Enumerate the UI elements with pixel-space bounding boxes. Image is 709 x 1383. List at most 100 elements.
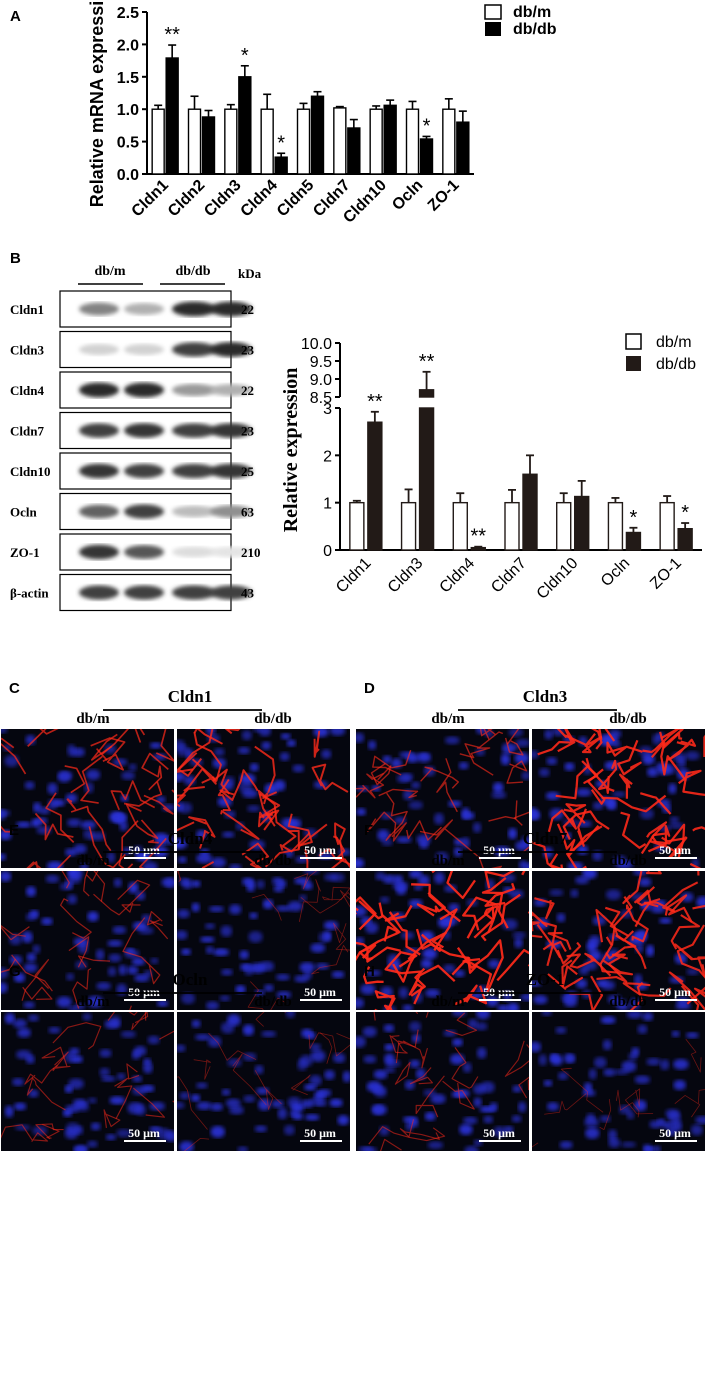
nucleus xyxy=(256,879,265,889)
junction-stain xyxy=(219,769,259,801)
nucleus xyxy=(161,877,174,887)
b-bar-db-m xyxy=(504,501,520,551)
b-y-tick-label-upper: 10.0 xyxy=(301,336,332,353)
legend-b-ctrl-label: db/m xyxy=(656,334,692,351)
nucleus xyxy=(196,853,213,864)
micrograph-panel-e: E Cldn4 db/m db/db 50 μm 50 μm xyxy=(1,822,350,1010)
nucleus xyxy=(95,949,105,961)
nucleus xyxy=(332,1053,346,1063)
b-bar-db-db xyxy=(418,407,435,551)
wb-band xyxy=(172,505,216,518)
nucleus xyxy=(515,738,529,748)
junction-stain xyxy=(52,1051,71,1072)
nucleus xyxy=(142,861,158,868)
nucleus xyxy=(287,1096,302,1109)
nucleus xyxy=(472,822,482,833)
junction-stain xyxy=(257,810,275,828)
b-bar-db-m xyxy=(659,501,675,551)
wb-band xyxy=(124,585,164,600)
nucleus xyxy=(4,1012,15,1024)
nucleus xyxy=(67,871,79,878)
nucleus xyxy=(254,1125,268,1133)
micrograph-panel-h: H ZO-1 db/m db/db 50 μm 50 μm xyxy=(356,963,705,1151)
nucleus xyxy=(28,1089,39,1098)
legend-b-ctrl-swatch xyxy=(625,333,642,350)
nucleus xyxy=(461,837,470,849)
nucleus xyxy=(447,800,462,808)
a-x-tick-label: ZO-1 xyxy=(425,177,463,215)
b-bar-db-db xyxy=(677,528,693,551)
junction-stain xyxy=(356,896,377,931)
nucleus xyxy=(84,781,94,794)
a-y-tick-label: 0.5 xyxy=(117,135,139,152)
wb-row-kda: 23 xyxy=(241,343,255,358)
nucleus xyxy=(105,1134,117,1141)
scale-bar-label: 50 μm xyxy=(483,1126,515,1140)
legend-a-diab-swatch xyxy=(485,22,501,36)
nucleus xyxy=(69,1047,80,1057)
nucleus xyxy=(87,911,99,922)
a-y-tick-label: 2.5 xyxy=(117,5,139,22)
nucleus xyxy=(602,1039,612,1051)
chart-a: 0.0 0.5 1.0 1.5 2.0 2.5 Relative mRNA expressi… xyxy=(87,0,474,227)
micrograph-label-right: db/db xyxy=(609,711,647,727)
nucleus xyxy=(16,821,32,828)
nucleus xyxy=(132,1086,147,1096)
junction-stain xyxy=(544,1093,587,1115)
nucleus xyxy=(1,809,11,817)
nucleus xyxy=(543,1079,553,1087)
junction-stain xyxy=(149,920,169,940)
nucleus xyxy=(668,783,677,795)
junction-stain xyxy=(86,871,99,882)
nucleus xyxy=(96,982,112,990)
micrograph-label-left: db/m xyxy=(76,853,110,869)
a-y-axis-label: Relative mRNA expression xyxy=(87,0,107,207)
nucleus xyxy=(557,1071,569,1080)
junction-stain xyxy=(599,959,634,976)
nucleus xyxy=(593,1056,607,1069)
junction-stain xyxy=(380,1138,402,1151)
b-y-tick-label-lower: 1 xyxy=(323,496,332,513)
nucleus xyxy=(612,855,627,867)
nucleus xyxy=(514,937,523,949)
nucleus xyxy=(476,1047,487,1059)
junction-stain xyxy=(134,729,146,743)
b-y-tick-label-upper: 9.5 xyxy=(310,354,332,371)
nucleus xyxy=(220,968,233,976)
junction-stain xyxy=(279,832,311,853)
micrograph-background xyxy=(1,729,174,868)
b-significance: ** xyxy=(367,391,383,413)
nucleus xyxy=(26,952,37,963)
junction-stain xyxy=(183,767,217,792)
nucleus xyxy=(68,1078,84,1090)
nucleus xyxy=(491,791,507,799)
wb-band xyxy=(124,504,164,519)
junction-stain xyxy=(601,794,667,813)
nucleus xyxy=(541,1012,552,1017)
micrograph-image-db-db: 50 μm xyxy=(177,871,350,1010)
nucleus xyxy=(254,1064,264,1075)
nucleus xyxy=(356,905,367,917)
nucleus xyxy=(444,736,460,745)
panel-label-e: E xyxy=(9,822,19,839)
wb-band xyxy=(210,423,252,438)
junction-stain xyxy=(287,813,313,847)
junction-stain xyxy=(394,1061,411,1085)
nucleus xyxy=(279,752,290,761)
nucleus xyxy=(518,860,528,868)
b-y-tick-label-upper: 9.0 xyxy=(310,372,332,389)
nucleus xyxy=(229,904,242,915)
nucleus xyxy=(213,948,230,957)
nucleus xyxy=(210,1125,225,1138)
nucleus xyxy=(110,1015,121,1027)
nucleus xyxy=(556,913,566,923)
nucleus xyxy=(563,1053,575,1064)
nucleus xyxy=(275,973,290,981)
b-bar-db-m xyxy=(607,501,624,551)
junction-stain xyxy=(193,1059,212,1080)
junction-stain xyxy=(667,738,697,761)
nucleus xyxy=(451,1091,465,1098)
wb-band xyxy=(172,301,216,317)
wb-band xyxy=(210,546,252,558)
